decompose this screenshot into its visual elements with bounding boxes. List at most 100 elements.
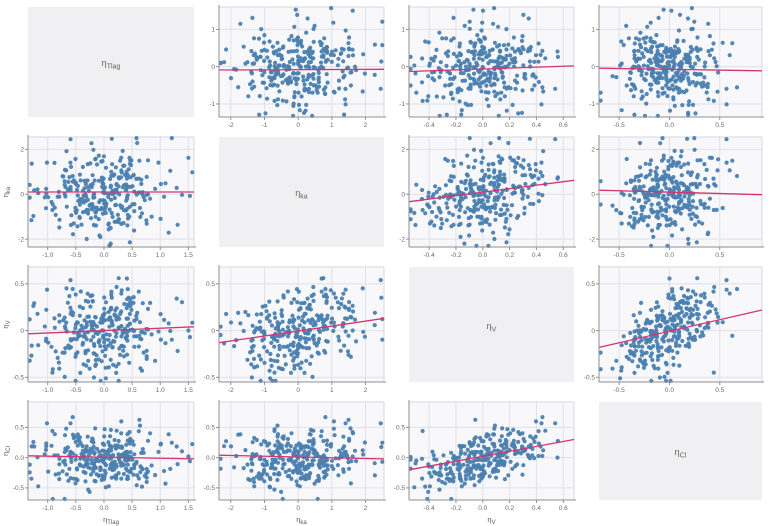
y-axis-label-ka: ηka [1,186,12,197]
variable-label-v: ηV [486,320,497,334]
svg-text:0.5: 0.5 [396,425,405,432]
variable-label-ka: ηka [295,188,308,201]
scatter-panel-tlag-vs-ka: -2 -1 0 1 2 -1 0 1 [200,0,390,130]
x-axis-label-v: ηV [487,515,495,526]
trend-line [218,317,385,344]
svg-text:2: 2 [364,387,368,394]
svg-text:0.0: 0.0 [99,387,108,394]
svg-text:-0.5: -0.5 [614,122,626,129]
svg-text:1: 1 [330,387,334,394]
variable-label-tlag: ηTlag [101,58,121,71]
svg-text:-2: -2 [399,236,405,243]
svg-text:0.6: 0.6 [559,122,568,129]
svg-text:0.4: 0.4 [532,505,541,512]
svg-text:0.5: 0.5 [128,252,137,259]
svg-text:-1: -1 [399,101,405,108]
tick-labels: -1.0 -0.5 0.0 0.5 1.0 1.5 -0.5 0 0.5 [13,281,193,394]
trend-line [598,189,763,196]
trend-line [598,67,763,72]
scatter-panel-cl-vs-v: -0.4 -0.2 0.0 0.2 0.4 0.6 -0.5 0.0 0.5 ηV [390,395,580,526]
svg-text:0: 0 [296,387,300,394]
x-axis-label-tlag: ηTlag [103,515,119,526]
svg-text:0.0: 0.0 [206,455,215,462]
axes [216,5,386,120]
scatter-panel-v-vs-cl: -0.5 0.0 0.5 -0.5 0 0.5 [580,260,768,395]
svg-text:-2: -2 [228,387,234,394]
scatter-points [408,6,560,118]
axes [406,5,576,120]
tick-labels: -2 -1 0 1 2 -0.5 0.0 0.5 [204,425,368,512]
scatter-plot-tlag-vs-v: -0.4 -0.2 0.0 0.2 0.4 0.6 -1 0 1 [399,5,576,129]
svg-text:0: 0 [591,328,595,335]
svg-text:-0.4: -0.4 [424,505,436,512]
scatter-panel-tlag-vs-v: -0.4 -0.2 0.0 0.2 0.4 0.6 -1 0 1 [390,0,580,130]
svg-text:-1: -1 [589,101,595,108]
svg-text:0.0: 0.0 [665,387,674,394]
svg-text:-0.5: -0.5 [204,485,216,492]
svg-text:2: 2 [20,147,24,154]
svg-text:0.5: 0.5 [715,122,724,129]
svg-text:0.2: 0.2 [505,252,514,259]
diagonal-tile-ka: ηka [219,137,384,247]
svg-text:0.0: 0.0 [15,455,24,462]
svg-text:-0.2: -0.2 [450,252,462,259]
axes [216,265,386,385]
y-axis-label-cl: ηCl [1,446,12,456]
scatter-points [27,136,195,248]
svg-text:-0.4: -0.4 [424,252,436,259]
svg-text:0.4: 0.4 [532,122,541,129]
svg-text:0.5: 0.5 [206,425,215,432]
svg-text:2: 2 [591,147,595,154]
trend-line [408,179,575,203]
svg-text:-1: -1 [262,122,268,129]
y-axis-label-v: ηV [1,320,12,328]
svg-text:-1.0: -1.0 [42,387,54,394]
scatter-panel-tlag-vs-cl: -0.5 0.0 0.5 -1 0 1 [580,0,768,130]
svg-text:0: 0 [20,328,24,335]
svg-text:0.2: 0.2 [505,505,514,512]
svg-text:1.0: 1.0 [156,387,165,394]
svg-text:1: 1 [211,27,215,34]
svg-text:0.0: 0.0 [665,252,674,259]
svg-text:-0.5: -0.5 [584,375,596,382]
svg-text:0: 0 [401,64,405,71]
tick-labels: -0.4 -0.2 0.0 0.2 0.4 0.6 -0.5 0.0 0.5 [394,425,568,512]
svg-text:-1: -1 [209,101,215,108]
svg-text:0.6: 0.6 [559,252,568,259]
svg-text:-0.2: -0.2 [450,122,462,129]
scatter-plot-tlag-vs-cl: -0.5 0.0 0.5 -1 0 1 [589,5,764,129]
grid-lines [409,137,574,247]
svg-text:0.0: 0.0 [396,455,405,462]
scatter-points [218,6,385,118]
svg-text:1: 1 [591,27,595,34]
trend-line [408,438,575,471]
svg-text:0.5: 0.5 [15,425,24,432]
axes [406,400,576,503]
diagonal-cell-tlag: ηTlag [0,0,200,130]
trend-line [27,326,195,335]
svg-text:1.0: 1.0 [156,505,165,512]
trend-line [27,455,195,460]
tick-labels: -0.5 0.0 0.5 -2 0 2 [589,147,724,259]
tick-labels: -0.5 0.0 0.5 -0.5 0 0.5 [584,281,725,394]
svg-text:-2: -2 [18,236,24,243]
axes [596,5,764,120]
scatter-plot-ka-vs-cl: -0.5 0.0 0.5 -2 0 2 [589,135,764,259]
svg-text:0: 0 [591,64,595,71]
trend-line [598,309,763,349]
svg-text:0.5: 0.5 [128,387,137,394]
svg-text:-1: -1 [262,505,268,512]
svg-text:-0.4: -0.4 [424,122,436,129]
scatter-points [598,276,740,383]
svg-text:1: 1 [401,27,405,34]
svg-text:-2: -2 [228,122,234,129]
scatter-panel-ka-vs-tlag: -1.0 -0.5 0.0 0.5 1.0 1.5 -2 0 2 ηka [0,130,200,260]
scatter-panel-ka-vs-cl: -0.5 0.0 0.5 -2 0 2 [580,130,768,260]
svg-text:0.4: 0.4 [532,252,541,259]
tick-labels: -0.5 0.0 0.5 -1 0 1 [589,27,724,129]
trend-line [408,65,575,73]
scatter-panel-v-vs-ka: -2 -1 0 1 2 -0.5 0 0.5 [200,260,390,395]
diagonal-cell-ka: ηka [200,130,390,260]
tick-labels: -1.0 -0.5 0.0 0.5 1.0 1.5 -2 0 2 [18,147,193,259]
